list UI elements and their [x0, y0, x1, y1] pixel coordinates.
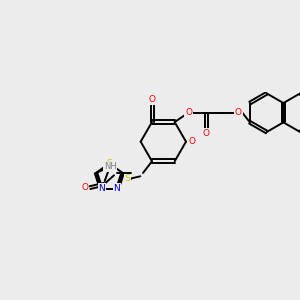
- Text: O: O: [148, 95, 155, 104]
- Text: O: O: [188, 137, 196, 146]
- Text: O: O: [185, 108, 192, 117]
- Text: O: O: [82, 183, 88, 192]
- Text: N: N: [98, 184, 105, 193]
- Text: NH: NH: [103, 163, 116, 172]
- Text: N: N: [113, 184, 120, 193]
- Text: O: O: [202, 129, 209, 138]
- Text: S: S: [125, 175, 130, 184]
- Text: S: S: [106, 159, 112, 168]
- Text: O: O: [235, 108, 242, 117]
